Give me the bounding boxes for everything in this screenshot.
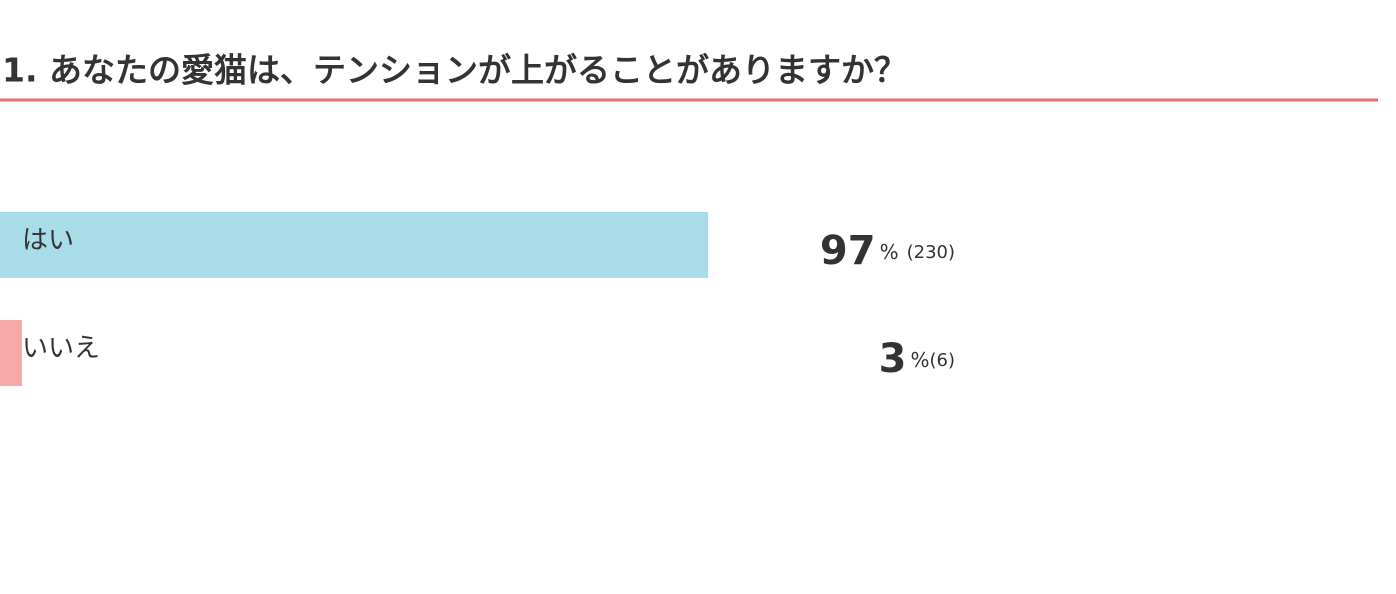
bar [0, 320, 22, 386]
count-label: (6) [930, 350, 956, 371]
unit-label: % [910, 348, 929, 372]
value-label-group: 3 %(6) [879, 336, 955, 382]
chart-title: 1. あなたの愛猫は、テンションが上がることがありますか？ [2, 51, 907, 90]
unit-label: % [880, 240, 899, 264]
category-label: いいえ [22, 334, 100, 364]
value-label: 3 [879, 336, 907, 382]
count-label: (230) [907, 242, 955, 263]
value-label: 97 [820, 228, 876, 274]
category-label: はい [22, 226, 74, 256]
value-label-group: 97% (230) [820, 228, 955, 274]
bar [0, 212, 709, 278]
